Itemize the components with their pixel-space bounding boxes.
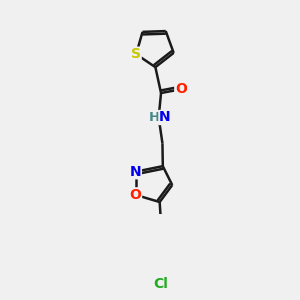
Text: N: N <box>159 110 171 124</box>
Text: O: O <box>175 82 187 96</box>
Text: H: H <box>148 111 160 124</box>
Text: O: O <box>130 188 142 202</box>
Text: S: S <box>131 47 141 61</box>
Text: N: N <box>130 165 141 179</box>
Text: Cl: Cl <box>153 277 168 291</box>
